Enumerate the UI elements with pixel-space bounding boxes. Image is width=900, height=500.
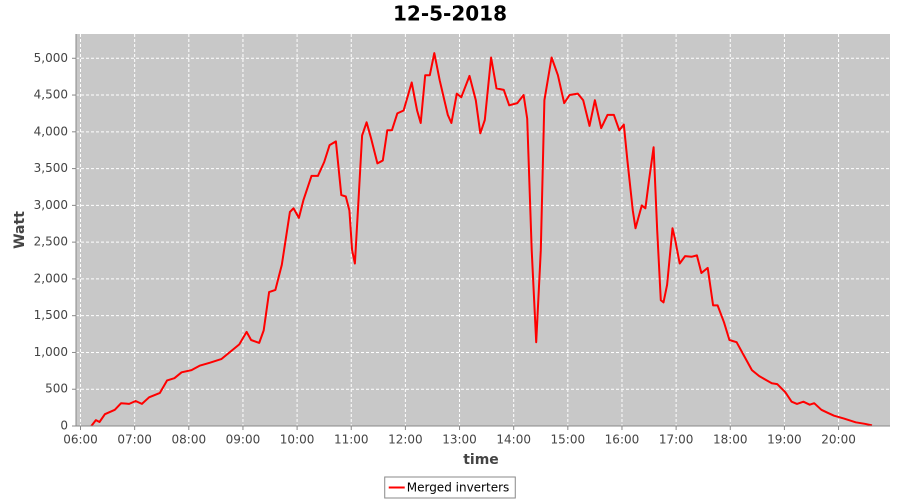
- y-tick-label: 0: [60, 419, 68, 433]
- x-tick-label: 10:00: [280, 433, 315, 447]
- x-tick-label: 20:00: [821, 433, 856, 447]
- y-tick-label: 2,500: [34, 235, 68, 249]
- y-tick-label: 4,000: [34, 124, 68, 138]
- y-tick-label: 2,000: [34, 271, 68, 285]
- y-tick-label: 1,000: [34, 345, 68, 359]
- x-tick-label: 06:00: [63, 433, 98, 447]
- y-axis-label: Watt: [12, 211, 28, 249]
- x-axis-label: time: [463, 452, 499, 468]
- chart-title: 12-5-2018: [393, 2, 507, 26]
- x-tick-label: 07:00: [117, 433, 152, 447]
- y-tick-label: 3,000: [34, 198, 68, 212]
- y-tick-label: 5,000: [34, 51, 68, 65]
- x-tick-label: 11:00: [334, 433, 369, 447]
- lines: [90, 52, 873, 427]
- x-tick-label: 12:00: [388, 433, 423, 447]
- data-line: [90, 52, 873, 427]
- plot-area: [76, 34, 890, 426]
- x-tick-label: 13:00: [442, 433, 477, 447]
- legend-label: Merged inverters: [407, 481, 510, 495]
- x-tick-label: 09:00: [226, 433, 261, 447]
- y-tick-label: 1,500: [34, 308, 68, 322]
- y-tick-label: 3,500: [34, 161, 68, 175]
- x-tick-label: 16:00: [605, 433, 640, 447]
- x-tick-label: 17:00: [659, 433, 694, 447]
- x-tick-label: 15:00: [551, 433, 586, 447]
- x-tick-label: 14:00: [496, 433, 531, 447]
- grid: [76, 34, 890, 427]
- legend-box: [384, 476, 516, 499]
- x-tick-label: 08:00: [172, 433, 207, 447]
- x-tick-label: 18:00: [713, 433, 748, 447]
- x-tick-label: 19:00: [767, 433, 802, 447]
- y-tick-label: 500: [45, 382, 68, 396]
- y-tick-label: 4,500: [34, 88, 68, 102]
- legend: Merged inverters: [384, 476, 516, 499]
